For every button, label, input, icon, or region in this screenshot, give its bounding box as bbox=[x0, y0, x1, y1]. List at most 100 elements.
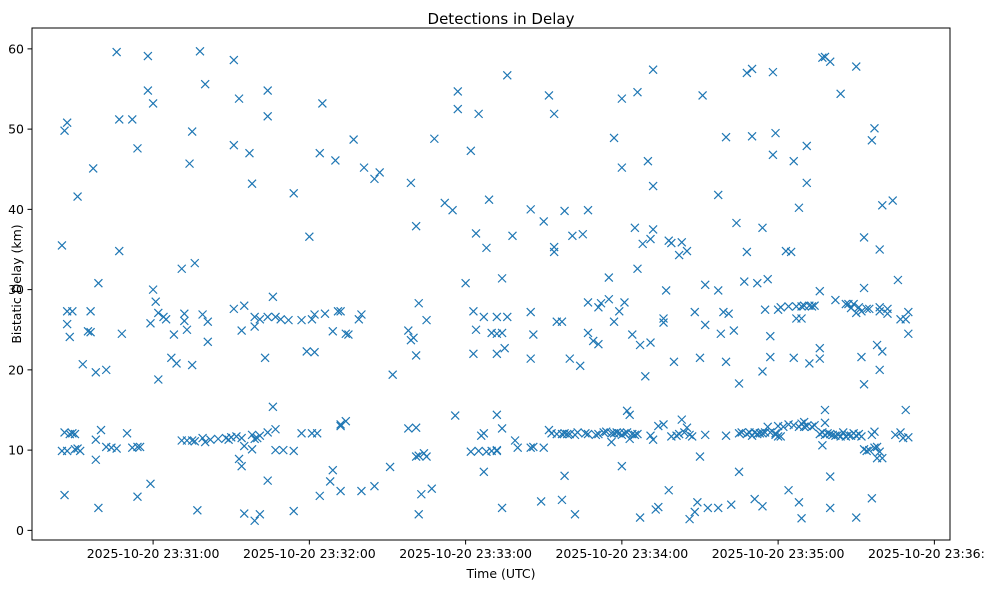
data-point bbox=[677, 415, 687, 425]
data-point bbox=[560, 206, 569, 216]
data-point bbox=[497, 328, 507, 338]
data-point bbox=[674, 250, 684, 260]
data-point bbox=[411, 350, 421, 360]
data-point bbox=[325, 476, 335, 486]
data-point bbox=[797, 314, 806, 323]
data-point bbox=[820, 405, 830, 415]
data-point bbox=[67, 306, 77, 316]
data-point bbox=[343, 330, 353, 339]
data-point bbox=[653, 421, 663, 431]
data-point bbox=[578, 229, 588, 239]
data-point bbox=[674, 429, 684, 439]
data-point bbox=[403, 424, 413, 433]
data-point bbox=[91, 435, 101, 445]
data-point bbox=[617, 94, 627, 104]
data-point bbox=[854, 302, 864, 312]
data-point bbox=[453, 86, 463, 96]
data-point bbox=[526, 204, 536, 214]
data-point bbox=[789, 420, 799, 430]
data-point bbox=[213, 434, 223, 444]
data-point bbox=[825, 429, 835, 439]
data-point bbox=[763, 422, 773, 432]
data-point bbox=[734, 379, 744, 388]
data-point bbox=[794, 203, 804, 213]
data-point bbox=[271, 424, 280, 434]
data-point bbox=[867, 493, 877, 503]
data-point bbox=[411, 423, 421, 433]
data-point bbox=[851, 308, 861, 318]
data-point bbox=[237, 461, 247, 471]
data-point bbox=[263, 428, 273, 437]
data-point bbox=[539, 443, 549, 453]
data-point bbox=[169, 330, 179, 339]
data-point bbox=[896, 428, 905, 437]
data-point bbox=[190, 258, 200, 268]
x-tick-label: 2025-10-20 23:35:00 bbox=[712, 546, 845, 561]
data-point bbox=[557, 495, 567, 505]
data-point bbox=[580, 428, 590, 438]
data-point bbox=[255, 509, 265, 519]
data-point bbox=[672, 431, 681, 441]
data-point bbox=[815, 343, 825, 353]
data-point bbox=[716, 329, 726, 339]
data-point bbox=[664, 485, 674, 495]
data-point bbox=[771, 128, 780, 138]
data-point bbox=[151, 297, 161, 307]
y-tick-label: 60 bbox=[8, 41, 24, 56]
data-point bbox=[851, 513, 861, 522]
data-point bbox=[825, 503, 835, 513]
data-point bbox=[297, 428, 306, 438]
data-point bbox=[239, 301, 249, 311]
data-point bbox=[857, 306, 866, 316]
data-point bbox=[567, 231, 577, 241]
data-point bbox=[502, 312, 512, 322]
data-point bbox=[765, 352, 775, 362]
data-point bbox=[185, 159, 194, 169]
data-point bbox=[859, 233, 869, 242]
data-point bbox=[289, 506, 299, 516]
data-point bbox=[232, 432, 241, 441]
data-point bbox=[703, 503, 713, 513]
data-point bbox=[177, 264, 187, 274]
data-point bbox=[633, 429, 642, 439]
data-point bbox=[406, 178, 416, 188]
data-point bbox=[245, 148, 254, 158]
data-point bbox=[528, 442, 538, 452]
data-point bbox=[526, 307, 536, 317]
data-point bbox=[599, 428, 609, 437]
data-point bbox=[692, 497, 702, 507]
data-point bbox=[648, 181, 658, 191]
data-point bbox=[890, 430, 900, 440]
data-point bbox=[732, 218, 741, 228]
data-point bbox=[870, 123, 879, 133]
data-point bbox=[758, 223, 767, 233]
data-point bbox=[851, 62, 861, 71]
data-point bbox=[497, 273, 507, 283]
data-point bbox=[857, 352, 866, 362]
data-point bbox=[229, 140, 239, 150]
data-point bbox=[617, 163, 627, 173]
data-point bbox=[195, 46, 205, 56]
data-point bbox=[357, 310, 366, 319]
data-point bbox=[875, 306, 885, 316]
data-point bbox=[70, 429, 80, 439]
data-point bbox=[135, 442, 145, 452]
x-tick-label: 2025-10-20 23:36:00 bbox=[868, 546, 984, 561]
data-point bbox=[200, 79, 210, 89]
data-point bbox=[794, 497, 804, 507]
data-point bbox=[646, 431, 655, 441]
data-point bbox=[742, 68, 752, 78]
data-point bbox=[817, 440, 827, 450]
data-point bbox=[148, 99, 158, 108]
data-point bbox=[646, 338, 655, 348]
data-point bbox=[633, 264, 642, 274]
data-point bbox=[336, 420, 346, 429]
data-point bbox=[713, 285, 723, 295]
data-point bbox=[422, 315, 431, 325]
data-point bbox=[810, 420, 820, 430]
data-point bbox=[479, 312, 489, 322]
data-point bbox=[328, 465, 338, 475]
data-point bbox=[549, 109, 559, 119]
data-point bbox=[492, 446, 502, 456]
data-point bbox=[583, 205, 593, 215]
